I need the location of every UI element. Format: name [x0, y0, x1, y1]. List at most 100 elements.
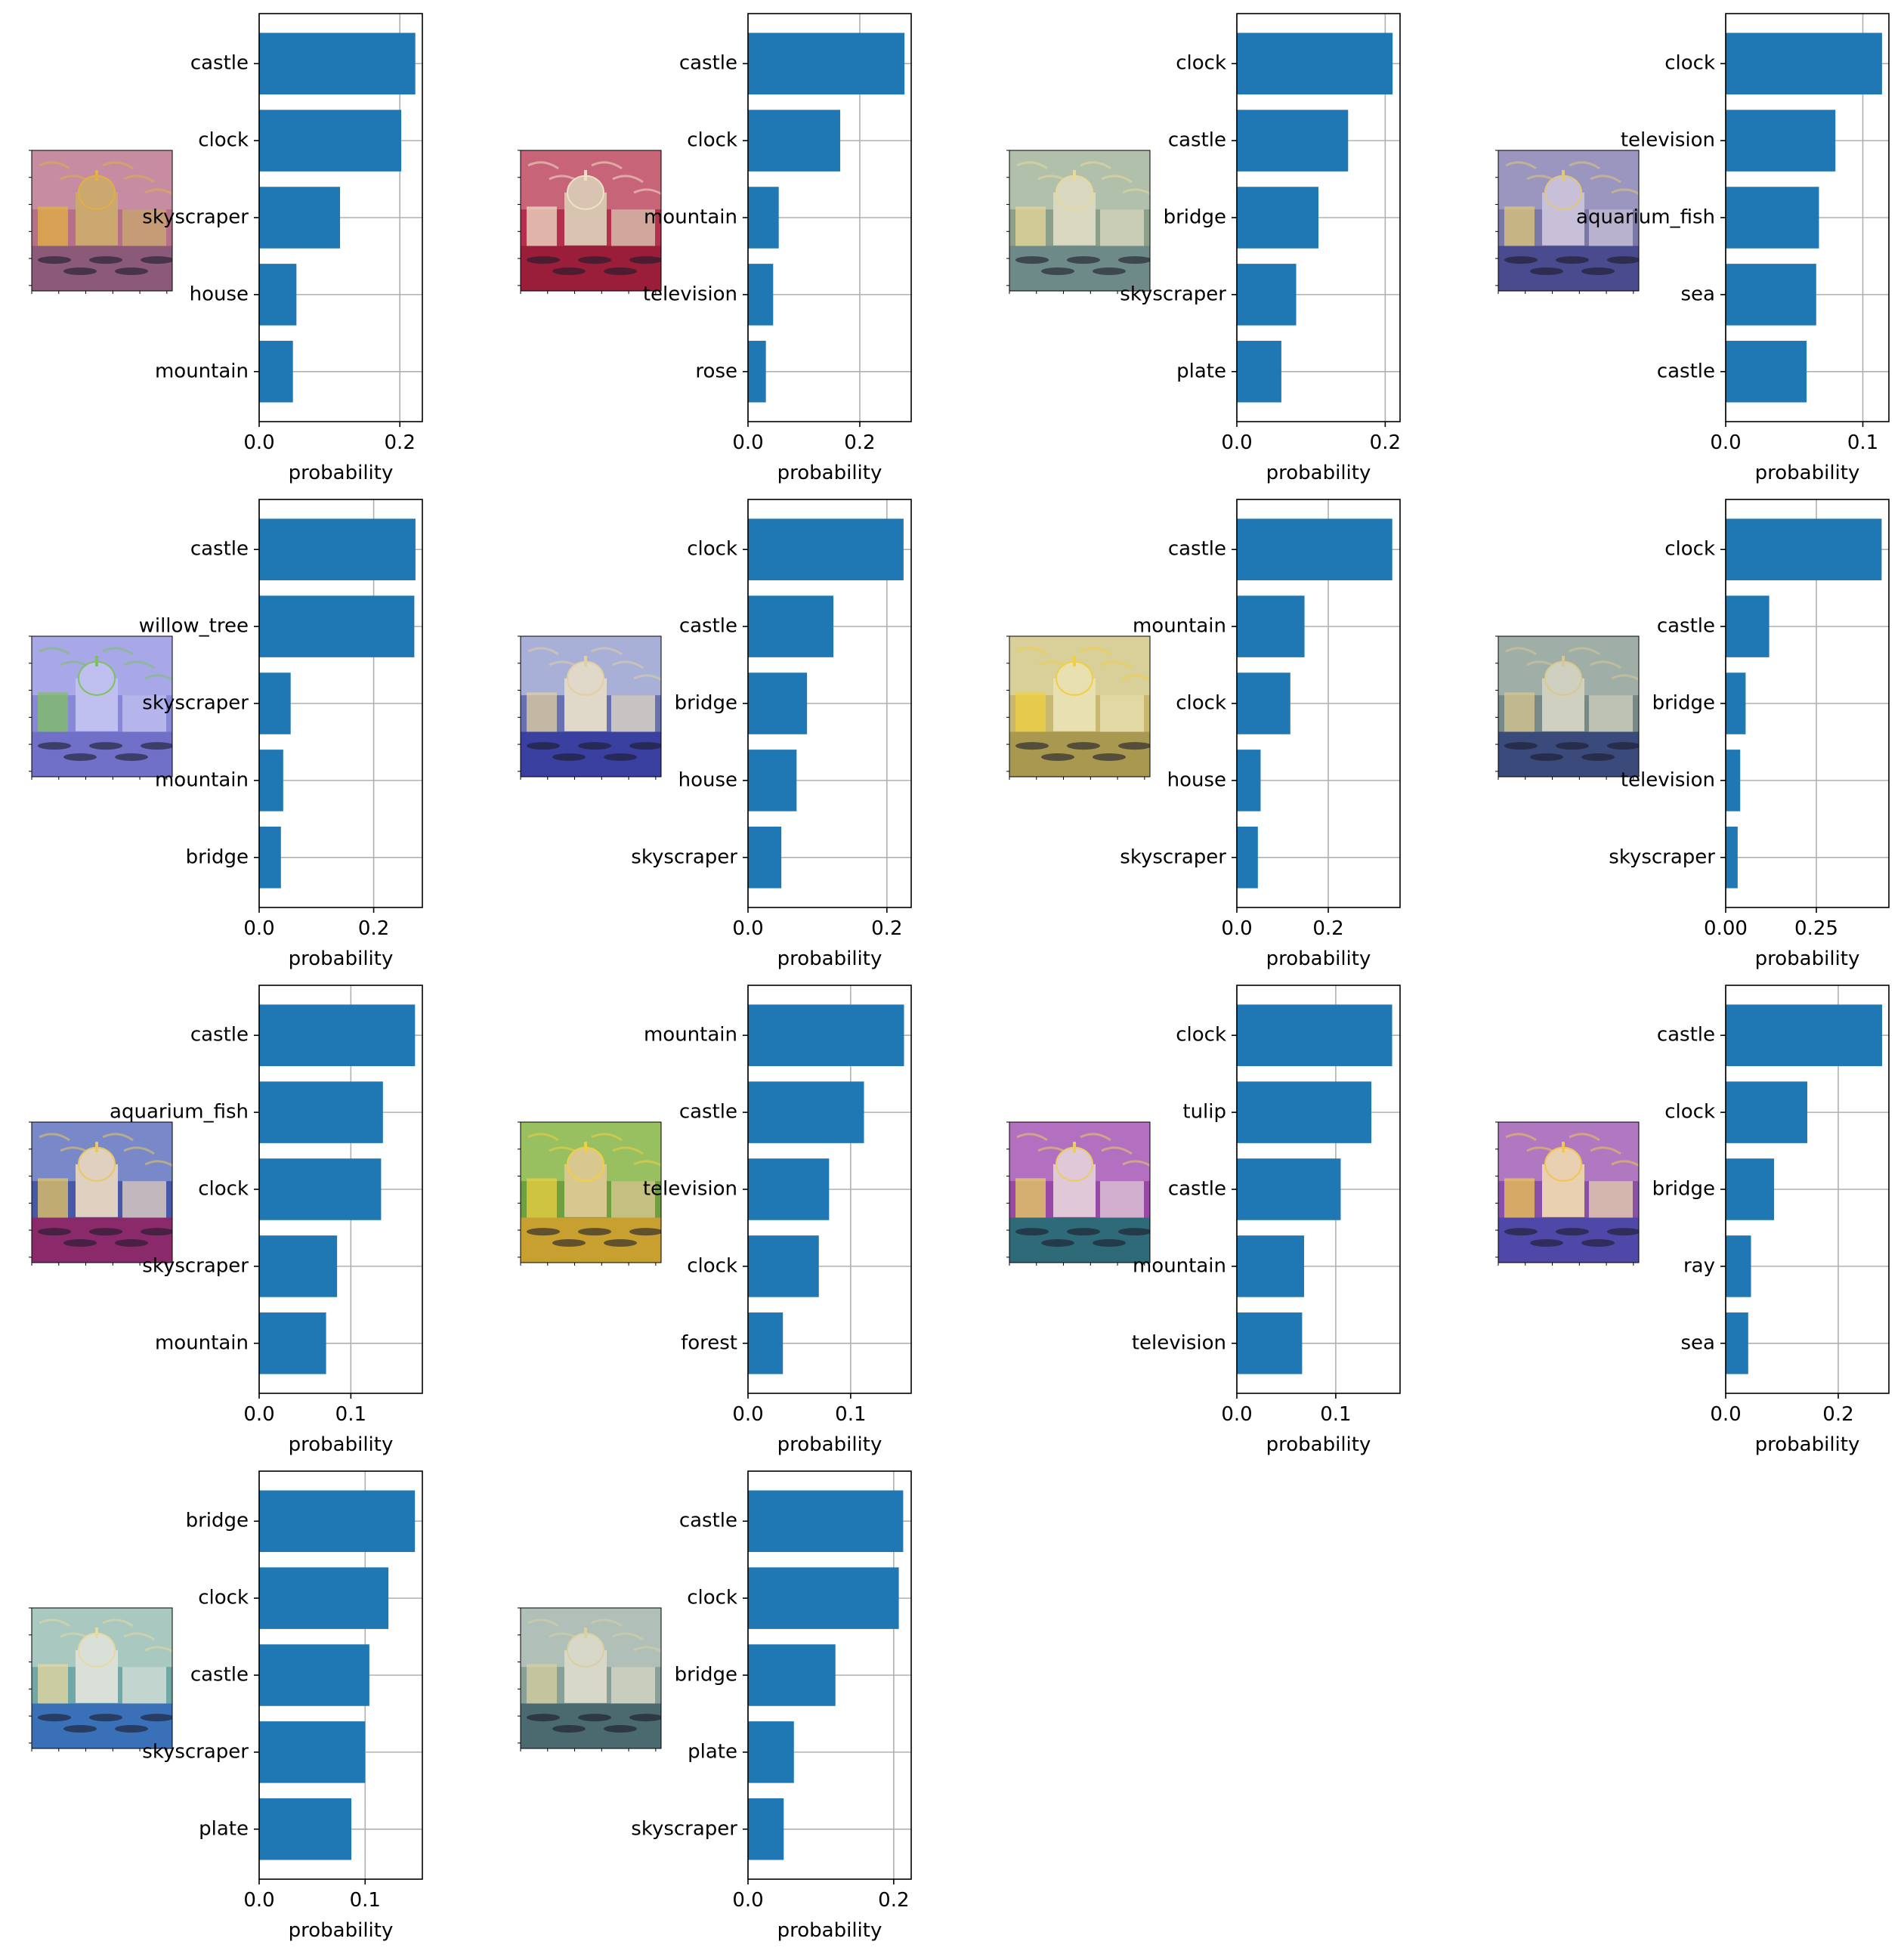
x-tick-label: 0.1 [350, 1889, 381, 1912]
y-tick-label: clock [1664, 52, 1715, 75]
subplot-14: castle clock bridge plate skyscraper 0.0 0.2 pr… [518, 1470, 912, 1942]
bar-clock [1726, 32, 1882, 94]
bar-skyscraper [259, 1235, 338, 1297]
y-tick-label: aquarium_fish [110, 1101, 249, 1124]
x-tick-label: 0.2 [871, 917, 902, 940]
y-tick-label: clock [687, 538, 737, 561]
venice-painting-icon [1009, 636, 1150, 777]
x-axis-label: probability [777, 462, 882, 484]
bar-clock [748, 1567, 899, 1629]
bar-clock [748, 518, 904, 580]
y-tick-label: forest [681, 1331, 737, 1354]
x-tick-label: 0.0 [1710, 431, 1741, 454]
axes-frame [258, 985, 423, 1394]
y-tick-label: castle [679, 52, 737, 75]
thumbnail-image [518, 635, 662, 780]
axes-frame [747, 985, 912, 1394]
y-tick-label: willow_tree [139, 615, 249, 638]
y-tick-label: tulip [1182, 1101, 1226, 1124]
bar-house [1237, 750, 1261, 812]
x-tick-label: 0.2 [358, 917, 389, 940]
axes-frame [1725, 13, 1890, 422]
y-tick-label: ray [1683, 1254, 1715, 1277]
y-tick-label: mountain [644, 206, 737, 229]
bar-bridge [259, 1490, 416, 1552]
y-tick-label: mountain [644, 1024, 737, 1047]
y-tick-label: skyscraper [142, 692, 249, 715]
x-tick-label: 0.2 [1312, 917, 1343, 940]
venice-painting-icon [1498, 636, 1639, 777]
y-tick-label: mountain [155, 768, 249, 791]
axes-frame [1725, 985, 1890, 1394]
venice-painting-icon [521, 150, 661, 291]
bar-plate [748, 1721, 794, 1783]
bar-mountain [259, 1312, 326, 1374]
x-tick-label: 0.0 [243, 1889, 274, 1912]
x-tick-label: 0.0 [1710, 1403, 1741, 1426]
x-tick-label: 0.0 [243, 431, 274, 454]
thumbnail-image [518, 150, 662, 294]
bar-bridge [1726, 672, 1746, 734]
y-tick-label: television [643, 1178, 737, 1201]
y-tick-label: castle [190, 1024, 249, 1047]
venice-painting-icon [32, 636, 172, 777]
y-tick-label: castle [1657, 1024, 1715, 1047]
bar-clock [259, 110, 402, 172]
bar-bridge [1237, 187, 1318, 249]
y-tick-label: clock [687, 1254, 737, 1277]
bar-mountain [259, 341, 293, 403]
x-axis-label: probability [1755, 948, 1860, 970]
y-tick-label: aquarium_fish [1576, 206, 1715, 229]
thumbnail-image [1006, 635, 1151, 780]
bar-skyscraper [748, 1798, 784, 1860]
y-tick-label: rose [695, 360, 737, 382]
y-tick-label: plate [1176, 360, 1226, 382]
bar-television [1726, 110, 1836, 172]
axes-frame [1236, 13, 1401, 422]
bar-television [748, 1158, 830, 1220]
y-tick-label: castle [1168, 1178, 1226, 1201]
y-tick-label: clock [687, 129, 737, 152]
thumbnail-image [518, 1121, 662, 1266]
y-tick-label: television [1621, 129, 1715, 152]
subplot-5: castle willow_tree skyscraper mountain bridg… [29, 499, 423, 970]
x-axis-label: probability [289, 462, 394, 484]
subplot-3: clock castle bridge skyscraper plate 0.0 0.2 pr… [1006, 13, 1401, 484]
y-tick-label: sea [1681, 283, 1715, 305]
bar-castle [259, 1644, 369, 1706]
y-tick-label: castle [679, 1510, 737, 1532]
bar-castle [748, 1081, 864, 1143]
bar-willow_tree [259, 595, 415, 657]
y-tick-label: clock [1176, 1024, 1226, 1047]
bar-television [748, 264, 774, 326]
bar-skyscraper [259, 1721, 366, 1783]
y-tick-label: house [1167, 768, 1226, 791]
bar-castle [748, 1490, 904, 1552]
axes-frame [1725, 499, 1890, 908]
y-tick-label: bridge [675, 1664, 737, 1686]
y-tick-label: bridge [1164, 206, 1226, 229]
x-tick-label: 0.2 [1822, 1403, 1853, 1426]
bar-skyscraper [748, 827, 782, 889]
x-tick-label: 0.1 [1847, 431, 1878, 454]
subplot-10: mountain castle television clock forest 0.0 0.… [518, 985, 912, 1456]
bar-castle [1726, 1004, 1883, 1066]
x-tick-label: 0.2 [1370, 431, 1401, 454]
y-tick-label: skyscraper [1609, 846, 1715, 868]
thumbnail-image [29, 635, 173, 780]
x-tick-label: 0.1 [1320, 1403, 1351, 1426]
venice-painting-icon [1498, 1122, 1639, 1263]
axes-frame [747, 1470, 912, 1880]
x-axis-label: probability [1266, 1433, 1371, 1456]
bar-aquarium_fish [1726, 187, 1819, 249]
x-tick-label: 0.00 [1704, 917, 1748, 940]
bar-bridge [1726, 1158, 1775, 1220]
thumbnail-image [29, 150, 173, 294]
y-tick-label: house [678, 768, 737, 791]
y-tick-label: bridge [1652, 692, 1715, 715]
thumbnail-image [1495, 1121, 1640, 1266]
bar-plate [1237, 341, 1281, 403]
y-tick-label: castle [190, 538, 249, 561]
y-tick-label: television [1621, 768, 1715, 791]
